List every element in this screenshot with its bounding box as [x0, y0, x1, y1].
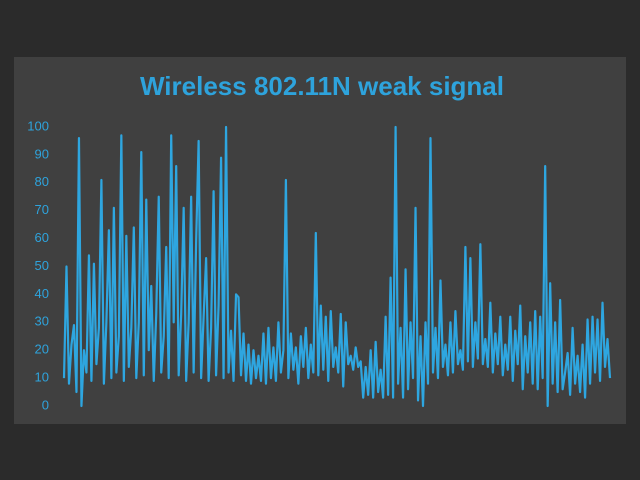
y-tick-label: 70	[35, 202, 49, 217]
y-tick-label: 20	[35, 342, 49, 357]
y-tick-label: 40	[35, 286, 49, 301]
y-tick-label: 60	[35, 230, 49, 245]
signal-line	[62, 125, 612, 408]
y-tick-label: 90	[35, 146, 49, 161]
y-tick-label: 50	[35, 258, 49, 273]
y-tick-label: 30	[35, 314, 49, 329]
chart-title: Wireless 802.11N weak signal	[140, 71, 504, 101]
y-tick-label: 10	[35, 370, 49, 385]
y-tick-label: 100	[27, 118, 49, 133]
y-tick-label: 0	[42, 397, 49, 412]
y-tick-label: 80	[35, 174, 49, 189]
